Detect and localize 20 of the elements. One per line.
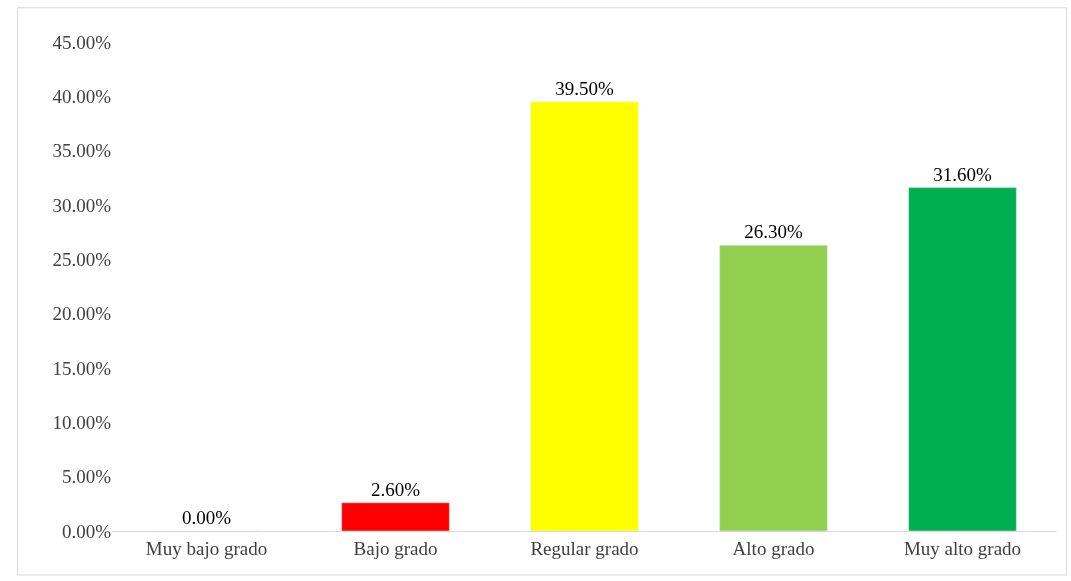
data-label: 31.60% bbox=[933, 163, 992, 185]
x-tick-label: Regular grado bbox=[530, 537, 639, 559]
y-tick-label: 30.00% bbox=[52, 194, 112, 216]
y-tick-label: 20.00% bbox=[52, 303, 112, 325]
x-tick-label: Muy alto grado bbox=[903, 537, 1022, 559]
y-tick-label: 40.00% bbox=[52, 85, 112, 107]
y-tick-label: 10.00% bbox=[52, 411, 112, 433]
y-tick-label: 5.00% bbox=[61, 466, 112, 488]
y-tick-label: 25.00% bbox=[52, 248, 112, 270]
x-tick-label: Bajo grado bbox=[353, 537, 438, 559]
y-tick-label: 0.00% bbox=[61, 520, 112, 542]
data-label: 26.30% bbox=[744, 221, 803, 243]
data-label: 39.50% bbox=[555, 77, 614, 99]
y-tick-label: 15.00% bbox=[52, 357, 112, 379]
data-label: 0.00% bbox=[181, 507, 232, 528]
data-label: 2.60% bbox=[370, 478, 421, 500]
x-tick-label: Alto grado bbox=[732, 537, 815, 559]
x-tick-label: Muy bajo grado bbox=[145, 537, 268, 559]
y-tick-label: 45.00% bbox=[52, 31, 112, 53]
y-tick-label: 35.00% bbox=[52, 140, 112, 162]
